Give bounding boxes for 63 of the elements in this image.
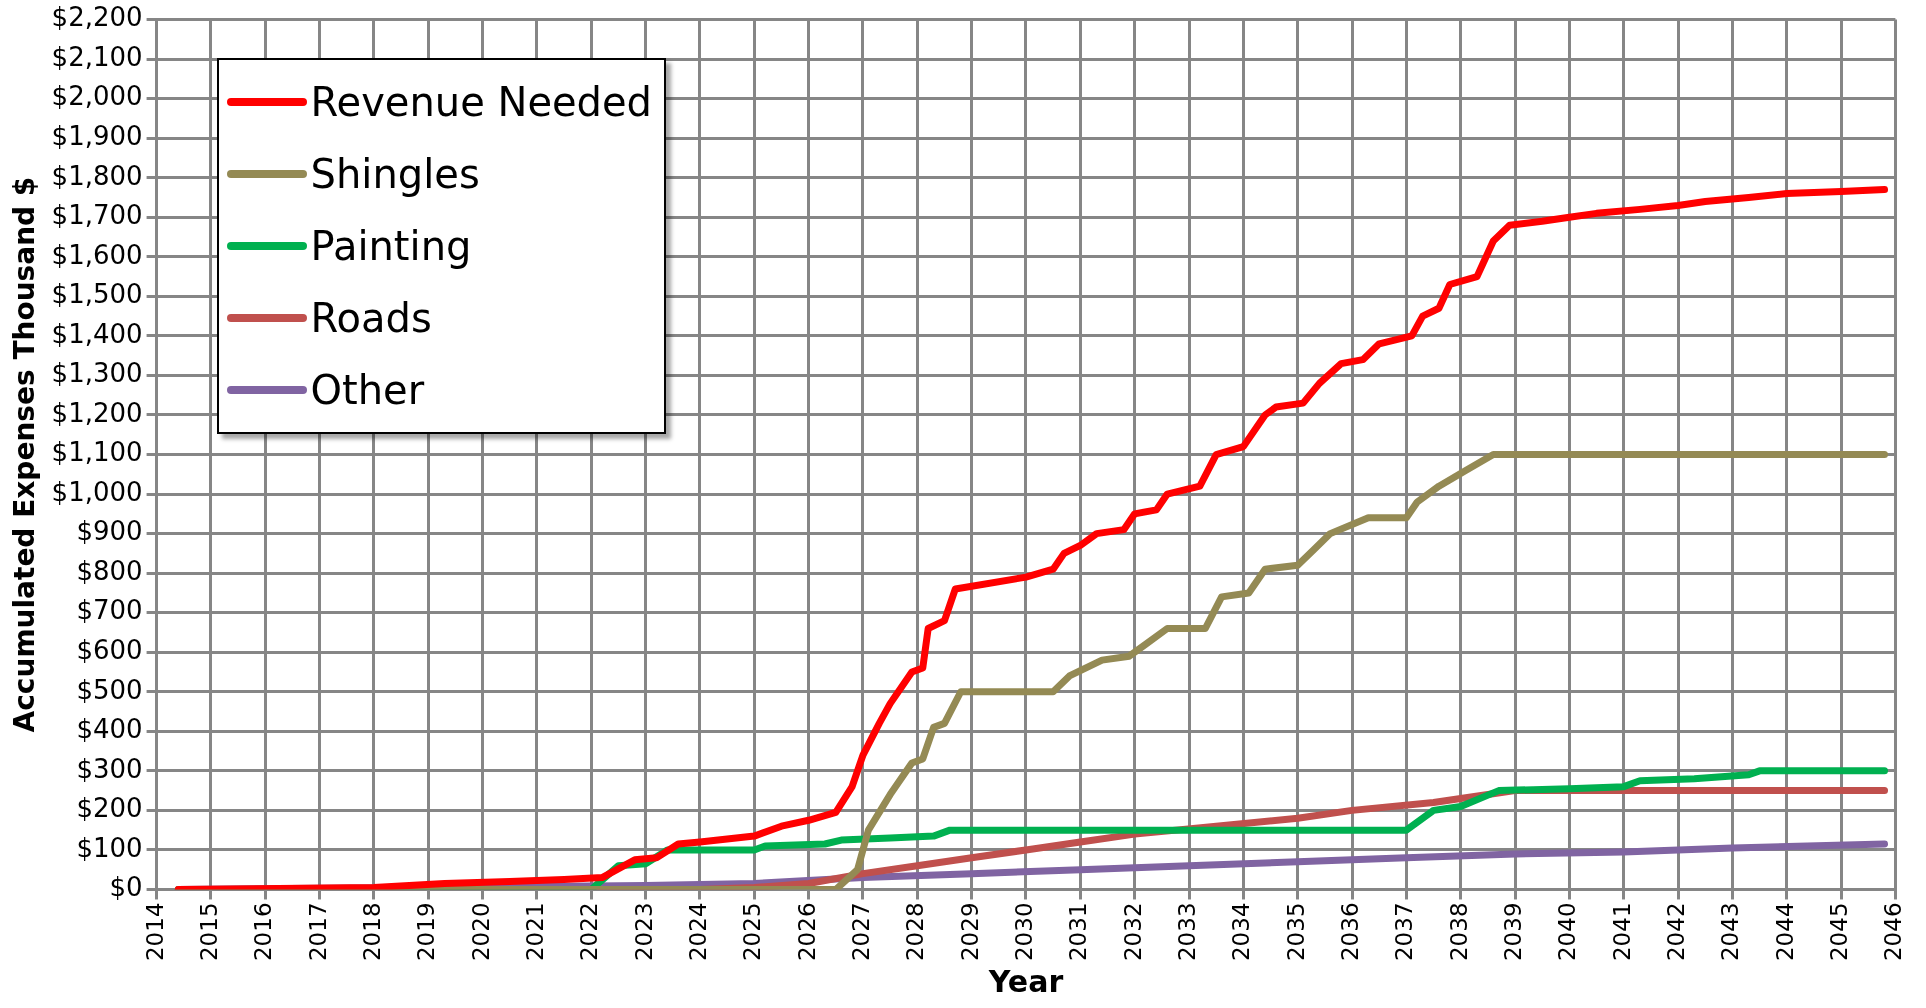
x-tick-label: 2042 [1663, 902, 1690, 962]
legend-label: Shingles [310, 150, 480, 197]
x-tick-label: 2026 [793, 902, 820, 962]
x-tick-label: 2020 [467, 902, 494, 962]
y-tick-label: $1,300 [51, 358, 143, 389]
x-tick-label: 2027 [847, 902, 874, 962]
legend-label: Painting [310, 222, 472, 269]
y-tick-label: $1,400 [51, 318, 143, 349]
y-tick-label: $0 [109, 872, 143, 903]
y-tick-label: $900 [76, 516, 143, 547]
x-tick-label: 2017 [304, 902, 331, 962]
x-tick-label: 2021 [521, 902, 548, 962]
x-tick-label: 2016 [250, 902, 277, 962]
x-tick-label: 2041 [1608, 902, 1635, 962]
x-tick-label: 2035 [1282, 902, 1309, 962]
x-tick-label: 2039 [1500, 902, 1526, 962]
y-tick-label: $1,800 [51, 160, 143, 191]
y-tick-label: $1,100 [51, 437, 143, 468]
y-tick-label: $700 [76, 595, 143, 626]
y-tick-label: $500 [76, 674, 143, 705]
y-tick-label: $1,000 [51, 476, 143, 507]
x-tick-label: 2018 [358, 902, 385, 962]
x-tick-label: 2045 [1826, 902, 1853, 962]
x-axis-title: Year [987, 963, 1064, 999]
y-tick-label: $400 [76, 714, 143, 745]
x-tick-label: 2040 [1554, 902, 1581, 962]
x-tick-label: 2014 [141, 902, 168, 962]
y-tick-label: $800 [76, 555, 143, 586]
x-tick-label: 2031 [1065, 902, 1092, 962]
x-tick-label: 2029 [956, 902, 983, 962]
x-tick-label: 2033 [1173, 902, 1200, 962]
y-tick-label: $600 [76, 634, 143, 665]
y-tick-label: $2,000 [51, 81, 143, 112]
x-tick-label: 2025 [739, 902, 766, 962]
y-tick-label: $1,900 [51, 120, 143, 151]
y-tick-label: $2,200 [51, 2, 143, 33]
x-tick-label: 2046 [1880, 902, 1907, 962]
y-tick-label: $1,200 [51, 397, 143, 428]
x-tick-label: 2024 [684, 902, 711, 962]
x-tick-label: 2038 [1445, 902, 1472, 962]
x-tick-label: 2019 [413, 902, 440, 962]
y-tick-label: $2,100 [51, 41, 143, 72]
y-tick-label: $1,700 [51, 200, 143, 231]
y-tick-label: $1,600 [51, 239, 143, 270]
legend-label: Revenue Needed [310, 78, 653, 125]
y-axis-title: Accumulated Expenses Thousand $ [8, 176, 42, 733]
y-tick-label: $300 [76, 753, 143, 784]
legend-label: Other [310, 366, 425, 413]
x-tick-label: 2037 [1391, 902, 1418, 962]
x-tick-label: 2023 [630, 902, 657, 962]
x-tick-label: 2022 [576, 902, 603, 962]
x-tick-label: 2034 [1228, 902, 1255, 962]
y-tick-label: $100 [76, 832, 143, 863]
x-tick-label: 2030 [1010, 902, 1037, 962]
x-tick-label: 2043 [1717, 902, 1744, 962]
y-tick-label: $1,500 [51, 279, 143, 310]
x-tick-label: 2028 [902, 902, 929, 962]
y-tick-label: $200 [76, 793, 143, 824]
x-tick-label: 2032 [1119, 902, 1146, 962]
legend-label: Roads [310, 294, 432, 341]
x-tick-label: 2044 [1771, 902, 1798, 962]
x-tick-label: 2015 [195, 902, 222, 962]
x-tick-label: 2036 [1336, 902, 1363, 962]
